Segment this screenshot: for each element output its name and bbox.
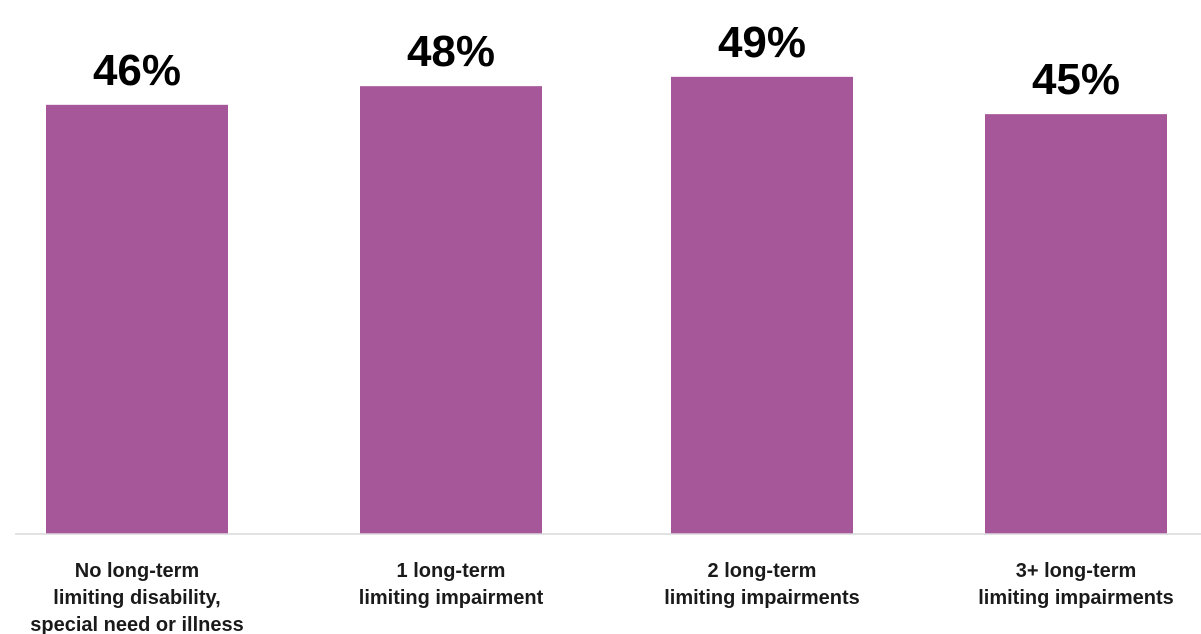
category-label-line: limiting impairments	[978, 587, 1174, 609]
category-label-4: 3+ long-term limiting impairments	[978, 560, 1174, 609]
category-label-2: 1 long-term limiting impairment	[359, 560, 544, 609]
category-label-line: 1 long-term	[397, 560, 506, 582]
category-label-line: No long-term	[75, 560, 199, 582]
bar-1	[46, 104, 228, 534]
category-label-3: 2 long-term limiting impairments	[664, 560, 860, 609]
category-label-1: No long-term limiting disability, special …	[30, 560, 243, 634]
value-label-1: 46%	[93, 46, 181, 95]
bar-4	[985, 114, 1167, 535]
bar-2	[360, 86, 542, 534]
category-label-line: limiting impairment	[359, 587, 544, 609]
category-label-line: limiting disability,	[53, 587, 220, 609]
category-label-line: limiting impairments	[664, 587, 860, 609]
value-label-4: 45%	[1032, 55, 1120, 104]
bars-group	[46, 76, 1167, 535]
value-labels-group: 46% 48% 49% 45%	[93, 18, 1120, 104]
bar-3	[671, 76, 853, 534]
category-label-line: 2 long-term	[708, 560, 817, 582]
category-labels-group: No long-term limiting disability, special …	[30, 560, 1174, 634]
value-label-2: 48%	[407, 27, 495, 76]
category-label-line: 3+ long-term	[1016, 560, 1137, 582]
value-label-3: 49%	[718, 18, 806, 67]
category-label-line: special need or illness	[30, 614, 243, 634]
